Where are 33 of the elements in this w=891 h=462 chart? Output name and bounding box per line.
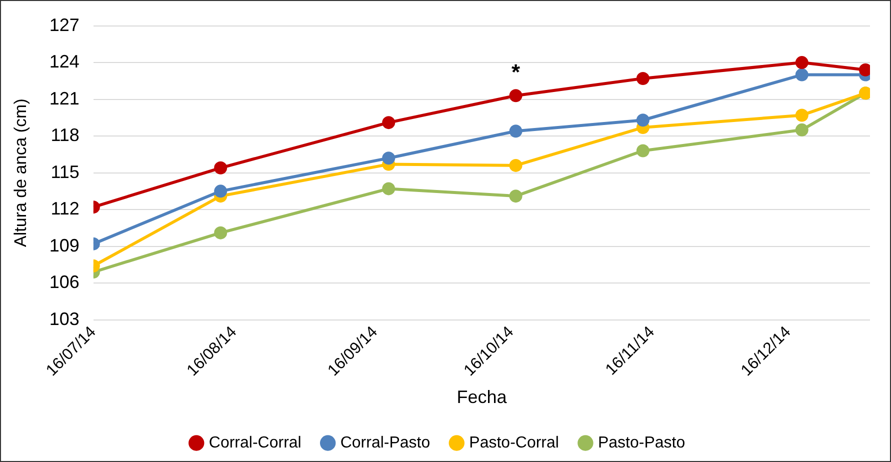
point bbox=[795, 56, 808, 70]
legend-label: Corral-Corral bbox=[208, 434, 302, 452]
y-axis-title: Altura de anca (cm) bbox=[10, 98, 30, 247]
point bbox=[382, 152, 396, 165]
point bbox=[214, 226, 228, 240]
point bbox=[214, 184, 228, 198]
legend-label: Corral-Pasto bbox=[340, 434, 430, 452]
y-tick-label: 121 bbox=[49, 88, 80, 108]
point bbox=[795, 68, 808, 82]
legend-label: Pasto-Pasto bbox=[598, 434, 686, 452]
y-tick-label: 106 bbox=[49, 272, 80, 292]
point bbox=[795, 123, 808, 136]
y-tick-label: 118 bbox=[50, 125, 80, 146]
point bbox=[214, 161, 228, 174]
point bbox=[636, 144, 650, 158]
y-tick-label: 124 bbox=[49, 52, 80, 72]
point bbox=[795, 108, 808, 122]
point bbox=[509, 89, 522, 102]
annotation: * bbox=[511, 60, 520, 85]
point bbox=[636, 72, 650, 85]
point bbox=[509, 158, 522, 172]
y-tick-label: 103 bbox=[49, 308, 80, 329]
point bbox=[382, 182, 396, 196]
legend-label: Pasto-Corral bbox=[469, 434, 559, 452]
point bbox=[636, 114, 650, 127]
y-tick-label: 109 bbox=[49, 235, 80, 256]
y-tick-label: 127 bbox=[49, 14, 80, 35]
y-tick-label: 115 bbox=[50, 162, 80, 182]
x-axis-title: Fecha bbox=[456, 387, 508, 408]
y-tick-label: 112 bbox=[50, 198, 80, 219]
point bbox=[509, 124, 522, 138]
point bbox=[509, 190, 522, 203]
point bbox=[382, 116, 396, 130]
